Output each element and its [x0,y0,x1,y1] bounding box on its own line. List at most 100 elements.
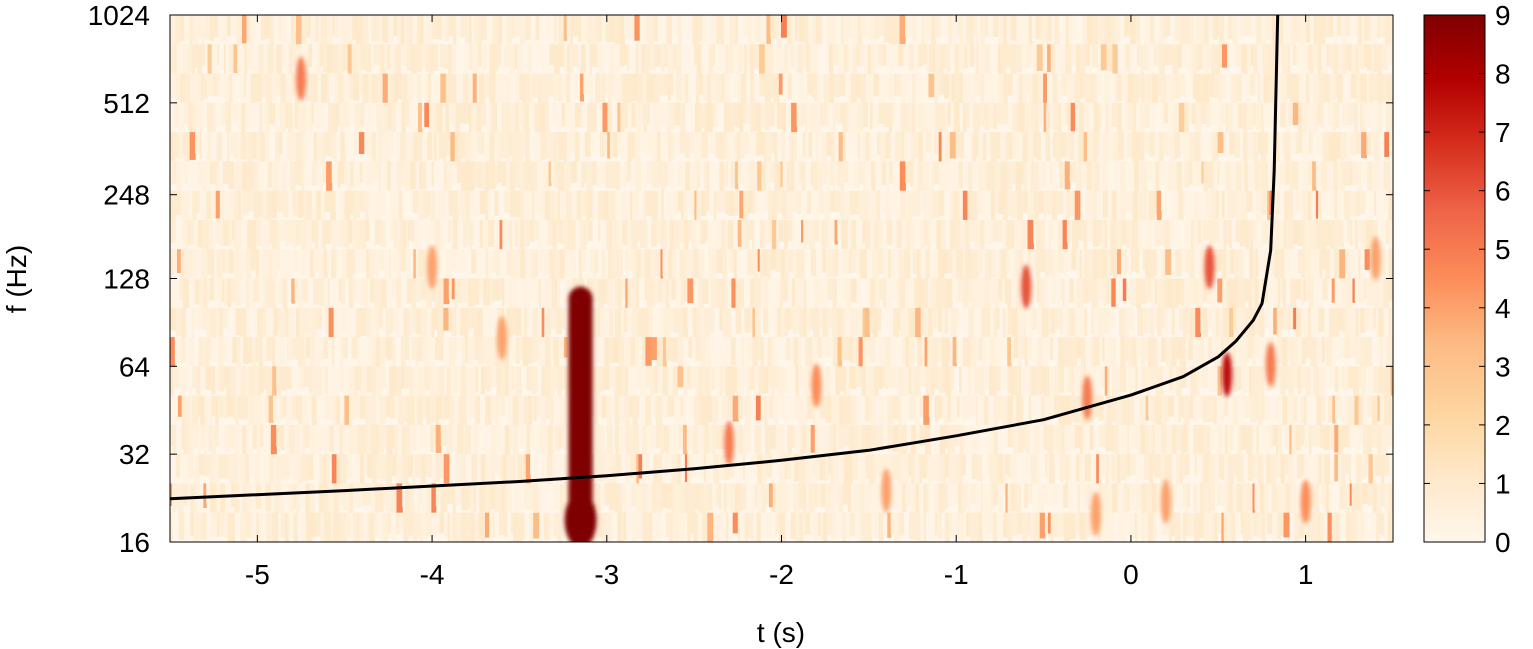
heatmap-cell [288,424,295,460]
heatmap-cell [458,190,462,216]
heatmap-cell [311,219,315,243]
heatmap-cell [1069,424,1076,451]
heatmap-cell [391,161,397,194]
heatmap-cell [511,15,515,39]
heatmap-cell [734,132,738,159]
heatmap-cell [945,15,949,36]
heatmap-cell [273,44,278,82]
heatmap-cell [713,366,718,388]
heatmap-cell [535,249,539,277]
heatmap-cell [1296,395,1302,417]
heatmap-cell [872,190,878,227]
heatmap-cell [1372,102,1378,138]
heatmap-cell [635,44,639,74]
heatmap-cell [1334,454,1339,482]
heatmap-cell [1388,395,1393,428]
heatmap-cell [700,395,707,433]
heatmap-cell [284,337,288,366]
heatmap-cell [892,424,900,452]
heatmap-cell [285,249,291,277]
heatmap-cell [293,307,297,342]
heatmap-cell [909,278,915,308]
heatmap-cell [548,161,552,187]
heatmap-cell [1077,15,1084,52]
heatmap-cell [907,307,911,343]
heatmap-cell [1250,73,1256,96]
heatmap-cell [865,454,870,479]
heatmap-cell [1298,102,1303,136]
heatmap-cell [421,337,426,362]
heatmap-cell [902,337,907,365]
heatmap-cell [596,102,604,130]
heatmap-cell [1193,424,1199,454]
heatmap-cell [1279,190,1285,212]
heatmap-cell [1157,73,1161,96]
heatmap-cell [1289,424,1293,459]
heatmap-cell [1334,249,1340,286]
heatmap-cell [248,366,252,400]
heatmap-cell [1147,337,1155,369]
heatmap-cell [752,337,758,367]
heatmap-cell [170,366,175,404]
heatmap-cell [766,454,773,478]
heatmap-cell [539,337,546,372]
heatmap-cell [1255,249,1259,277]
heatmap-cell [1076,337,1082,359]
heatmap-cell [966,102,971,128]
heatmap-cell [1334,219,1339,255]
heatmap-cell [983,366,990,390]
heatmap-cell [1347,337,1351,359]
heatmap-cell [920,73,926,98]
heatmap-cell [994,307,998,345]
heatmap-cell [351,44,358,77]
heatmap-cell [818,132,822,155]
heatmap-cell [499,219,503,258]
heatmap-cell [532,161,538,192]
heatmap-cell [1235,161,1243,194]
heatmap-cell [476,102,482,140]
heatmap-cell [1083,132,1088,168]
heatmap-cell [1098,278,1104,301]
heatmap-cell [1179,73,1186,97]
heatmap-cell [298,454,303,485]
heatmap-cell [754,424,760,454]
heatmap-cell [1258,15,1263,46]
heatmap-cell [1217,132,1224,153]
heatmap-cell [921,15,925,46]
heatmap-cell [432,454,436,489]
heatmap-cell [1024,337,1028,370]
heatmap-cell [265,278,272,315]
heatmap-cell [1219,44,1223,68]
heatmap-cell [1147,307,1152,334]
heatmap-cell [669,219,675,256]
heatmap-cell [218,219,224,247]
heatmap-cell [575,219,581,258]
heatmap-cell [382,307,387,333]
heatmap-cell [1064,161,1071,190]
heatmap-cell [335,249,339,279]
heatmap-cell [380,190,386,216]
heatmap-cell [1054,454,1061,480]
heatmap-cell [930,366,935,396]
heatmap-cell [1344,190,1351,227]
heatmap-cell [1316,249,1320,286]
heatmap-cell [336,366,341,394]
heatmap-cell [240,44,246,76]
heatmap-cell [505,366,510,398]
heatmap-cell [309,483,315,519]
heatmap-cell [817,337,821,359]
heatmap-cell [240,366,247,400]
heatmap-cell [882,278,887,308]
heatmap-cell [1030,278,1035,304]
heatmap-cell [646,161,650,184]
heatmap-cell [897,454,904,486]
heatmap-cell [346,454,353,478]
heatmap-cell [241,454,247,490]
heatmap-cell [261,307,267,343]
heatmap-cell [579,132,586,165]
heatmap-cell [753,44,760,70]
heatmap-cell [385,395,391,418]
heatmap-cell [446,424,451,460]
heatmap-cell [1257,73,1261,106]
heatmap-cell [1021,219,1029,257]
